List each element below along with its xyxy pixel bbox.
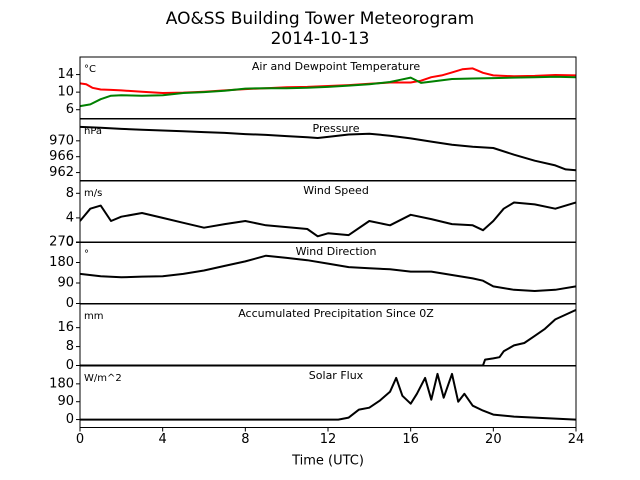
y-tick-label: 970 <box>49 133 74 148</box>
y-tick-label: 0 <box>66 235 74 250</box>
series-line-1-0 <box>80 125 576 172</box>
chart-title: AO&SS Building Tower Meteorogram <box>165 9 475 29</box>
panel-unit: ° <box>84 249 89 260</box>
y-tick-label: 962 <box>49 165 74 180</box>
panel-unit: °C <box>84 64 96 75</box>
panel-unit: m/s <box>84 188 102 199</box>
series-line-2-0 <box>80 201 576 238</box>
panel-title: Accumulated Precipitation Since 0Z <box>238 307 434 320</box>
panel-title: Wind Direction <box>296 245 377 258</box>
x-axis-label: Time (UTC) <box>291 454 364 469</box>
y-tick-label: 0 <box>66 296 74 311</box>
panel-unit: hPa <box>84 126 102 137</box>
panel-title: Wind Speed <box>303 184 369 197</box>
y-tick-label: 6 <box>66 102 74 117</box>
y-tick-label: 16 <box>57 320 74 335</box>
y-tick-label: 180 <box>49 376 74 391</box>
y-tick-label: 90 <box>57 394 74 409</box>
y-tick-label: 0 <box>66 358 74 373</box>
y-tick-label: 8 <box>66 339 74 354</box>
x-tick-label: 16 <box>402 432 419 447</box>
x-tick-label: 0 <box>76 432 84 447</box>
series-line-0-1 <box>80 75 576 108</box>
x-tick-label: 8 <box>241 432 249 447</box>
x-tick-label: 12 <box>320 432 337 447</box>
y-tick-label: 10 <box>57 85 74 100</box>
series-line-5-0 <box>80 372 576 421</box>
y-tick-label: 0 <box>66 412 74 427</box>
y-tick-label: 90 <box>57 276 74 291</box>
series-line-4-0 <box>80 308 576 366</box>
y-tick-label: 4 <box>66 210 74 225</box>
panel-unit: W/m^2 <box>84 373 122 384</box>
y-tick-label: 966 <box>49 149 74 164</box>
y-tick-label: 8 <box>66 186 74 201</box>
y-tick-label: 270 <box>49 235 74 250</box>
chart-subtitle: 2014-10-13 <box>270 29 370 49</box>
x-tick-label: 4 <box>159 432 167 447</box>
panel-unit: mm <box>84 311 103 322</box>
x-tick-label: 20 <box>485 432 502 447</box>
panel-title: Solar Flux <box>309 369 364 382</box>
series-line-3-0 <box>80 254 576 292</box>
panel-title: Pressure <box>313 122 360 135</box>
panel-title: Air and Dewpoint Temperature <box>252 60 420 73</box>
y-tick-label: 14 <box>57 67 74 82</box>
y-tick-label: 180 <box>49 255 74 270</box>
x-tick-label: 24 <box>568 432 585 447</box>
